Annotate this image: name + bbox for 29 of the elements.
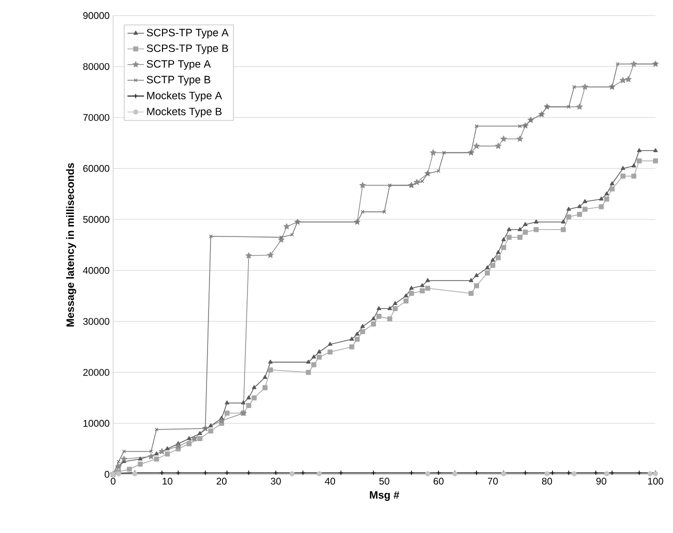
y-tick-label: 70000 [83,114,110,122]
x-tick-label: 40 [324,478,336,485]
y-tick-label: 50000 [83,216,110,224]
y-tick-label: 60000 [83,165,110,172]
y-tick-label: 0 [104,471,110,478]
y-tick-label: 30000 [83,318,110,326]
x-tick-label: 70 [488,478,498,485]
x-tick-label: 0 [110,478,116,485]
x-tick-label: 90 [596,478,606,485]
x-tick-label: 100 [648,478,664,485]
y-tick-label: 20000 [83,369,110,376]
x-tick-label: 60 [434,478,444,485]
x-tick-label: 20 [216,478,227,485]
x-tick-label: 80 [542,478,552,485]
legend-label: SCPS-TP Type B [146,44,228,54]
x-tick-label: 50 [379,478,390,485]
legend-label: SCTP Type A [146,60,211,70]
x-tick-label: 30 [270,478,281,485]
legend-label: SCPS-TP Type A [146,28,229,39]
y-axis-title: Message latency in milliseconds [66,163,76,327]
legend-label: SCTP Type B [146,76,210,86]
x-axis-title: Msg # [370,491,400,502]
y-tick-label: 90000 [83,12,110,20]
x-tick-label: 10 [162,478,172,485]
y-tick-label: 10000 [84,420,110,427]
y-tick-label: 40000 [83,267,110,274]
legend-label: Mockets Type B [147,108,222,118]
y-tick-label: 80000 [83,63,110,70]
legend-label: Mockets Type A [147,92,222,102]
